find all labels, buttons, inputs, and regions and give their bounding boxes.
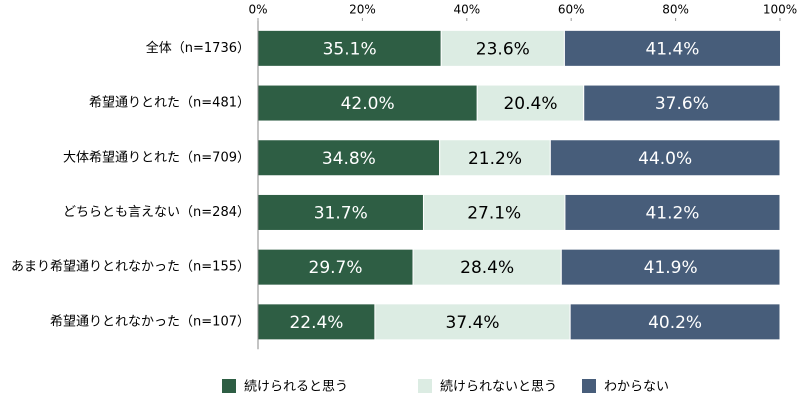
bar-segment <box>257 139 441 177</box>
x-tick-label: 80% <box>662 3 689 17</box>
category-label: 希望通りとれなかった（n=107） <box>50 313 250 329</box>
category-label: どちらとも言えない（n=284） <box>63 205 250 220</box>
bar-segment <box>257 248 414 286</box>
value-label: 42.0% <box>341 94 395 114</box>
x-tick-label: 0% <box>248 3 267 17</box>
bar-segment <box>564 193 781 231</box>
bar-segment <box>583 84 781 122</box>
value-label: 37.6% <box>655 94 709 114</box>
bar-segment <box>374 303 571 341</box>
value-label: 44.0% <box>638 149 692 169</box>
x-tick-label: 100% <box>763 3 797 17</box>
bar-segment <box>257 29 442 67</box>
legend-label: 続けられると思う <box>244 380 348 395</box>
value-label: 41.4% <box>645 39 699 59</box>
value-label: 41.9% <box>644 258 698 278</box>
legend-swatch <box>222 379 236 393</box>
bar-segment <box>257 193 424 231</box>
value-label: 29.7% <box>309 258 363 278</box>
value-label: 34.8% <box>322 149 376 169</box>
legend-label: わからない <box>604 380 669 395</box>
bar-segment <box>412 248 562 286</box>
bar-segment <box>563 29 782 67</box>
value-label: 27.1% <box>467 203 521 223</box>
bar-segment <box>476 84 585 122</box>
value-label: 22.4% <box>289 313 343 333</box>
value-label: 31.7% <box>314 203 368 223</box>
legend-swatch <box>582 379 596 393</box>
bar-segment <box>560 248 781 286</box>
bar-segment <box>439 139 551 177</box>
legend-label: 続けられないと思う <box>440 380 557 395</box>
value-label: 28.4% <box>460 258 514 278</box>
x-tick-label: 20% <box>349 3 376 17</box>
x-tick-label: 40% <box>453 3 480 17</box>
x-tick-label: 60% <box>558 3 585 17</box>
legend-swatch <box>418 379 432 393</box>
value-label: 20.4% <box>503 94 557 114</box>
bar-segment <box>422 193 566 231</box>
category-label: 希望通りとれた（n=481） <box>89 95 250 111</box>
value-label: 41.2% <box>645 203 699 223</box>
category-label: 大体希望通りとれた（n=709） <box>63 149 250 165</box>
category-label: 全体（n=1736） <box>146 40 250 56</box>
bar-segment <box>257 84 478 122</box>
category-label: あまり希望通りとれなかった（n=155） <box>11 259 250 275</box>
value-label: 23.6% <box>476 39 530 59</box>
value-label: 35.1% <box>323 39 377 59</box>
value-label: 21.2% <box>468 149 522 169</box>
bar-segment <box>549 139 781 177</box>
value-label: 40.2% <box>648 313 702 333</box>
value-label: 37.4% <box>446 313 500 333</box>
bar-segment <box>569 303 781 341</box>
